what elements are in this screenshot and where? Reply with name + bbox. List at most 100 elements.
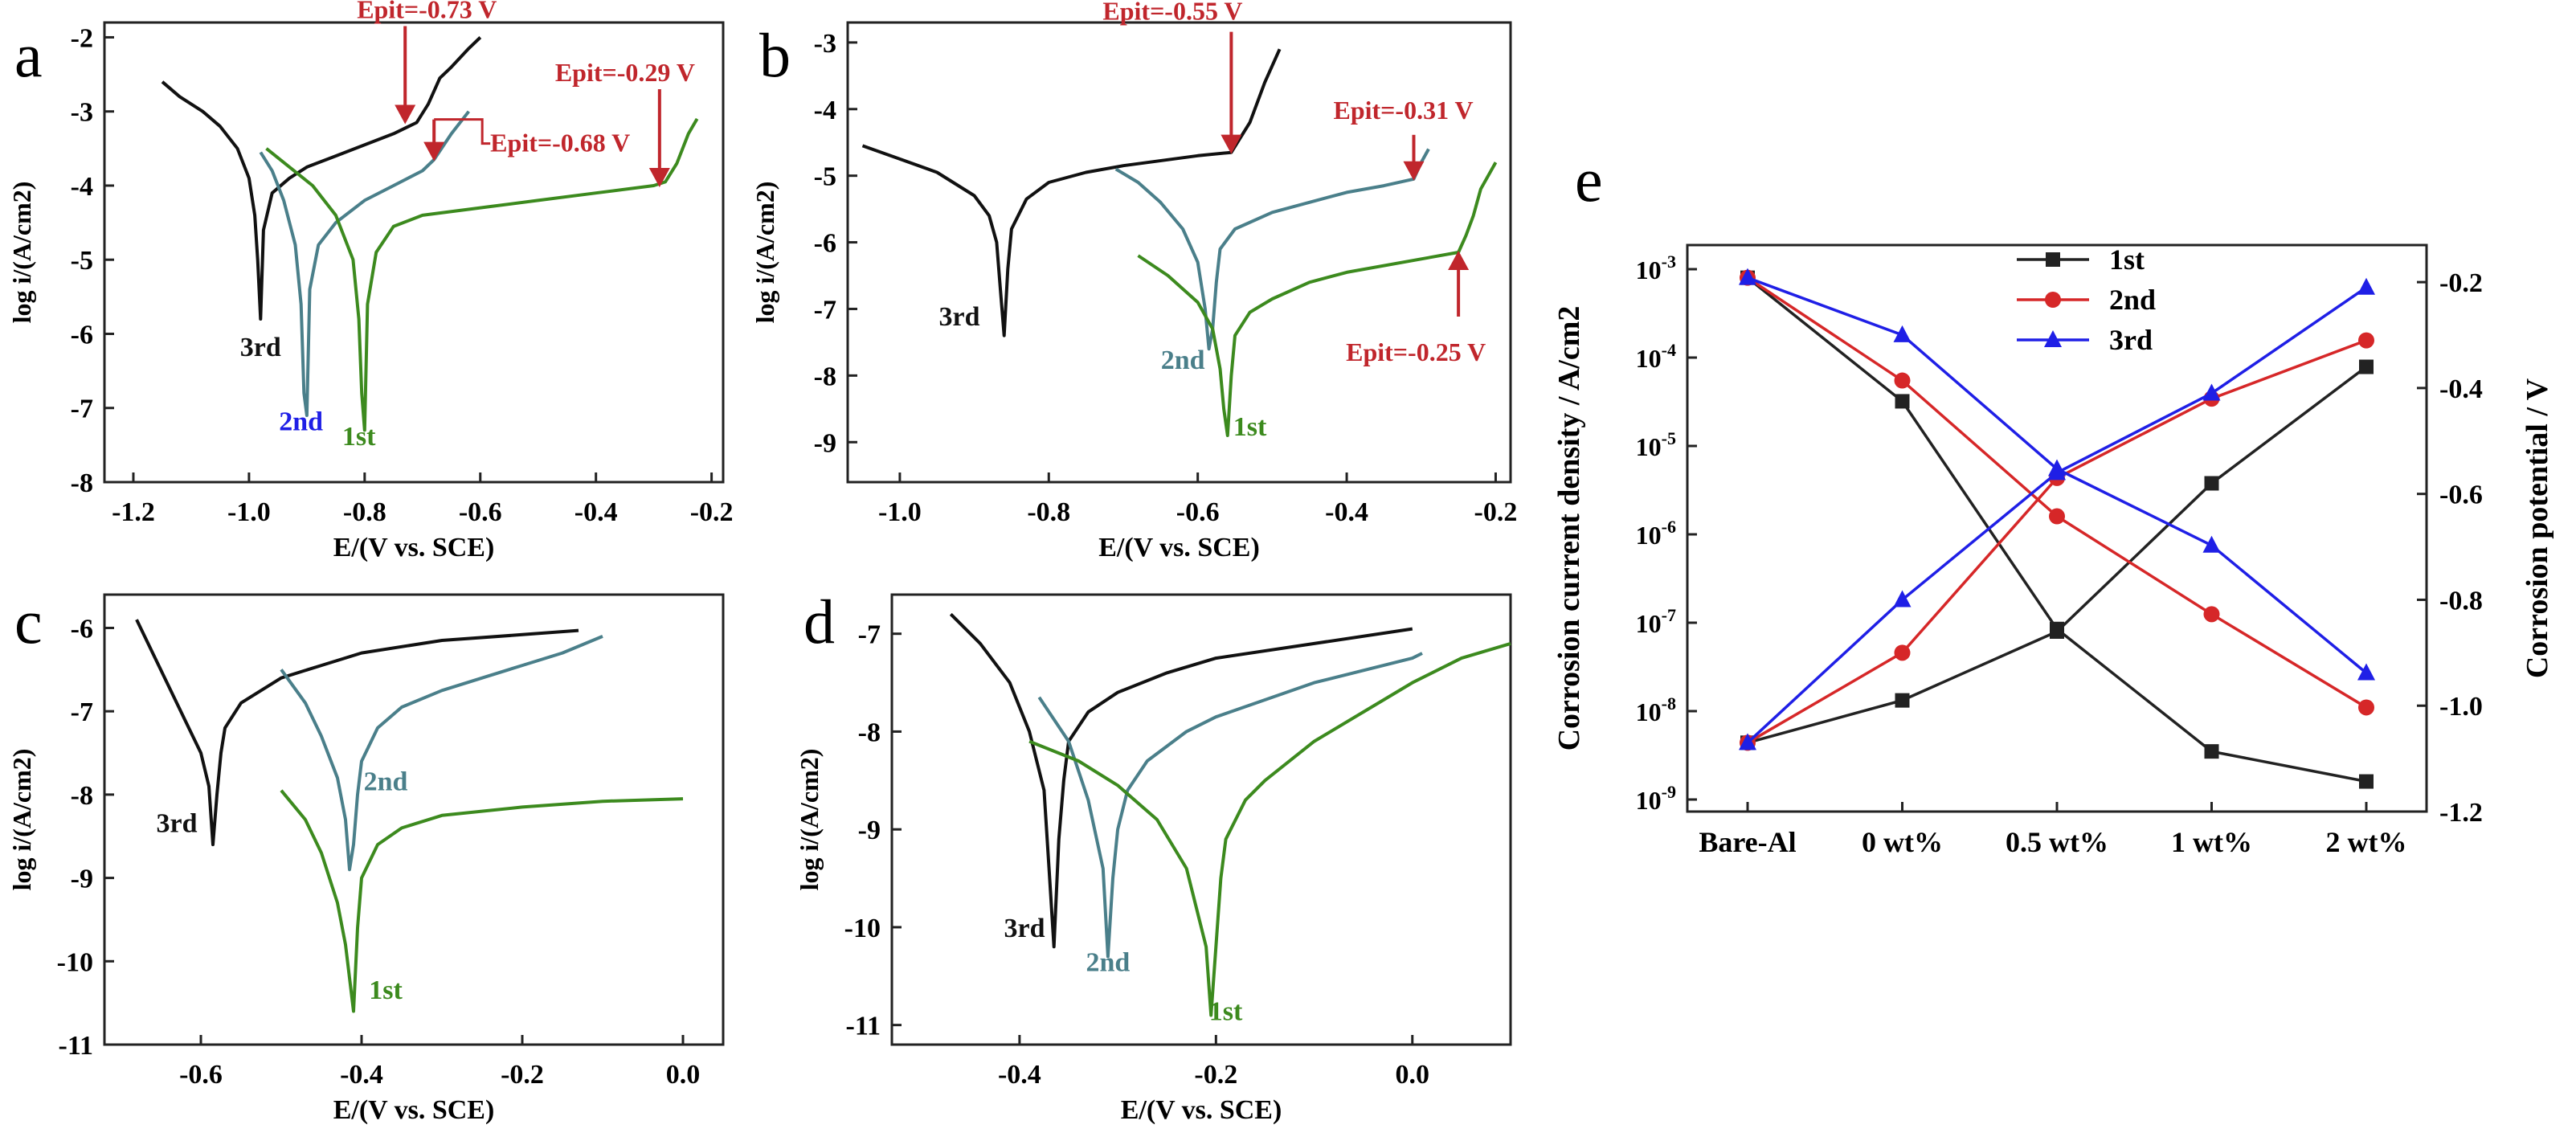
current-point-3rd — [2357, 663, 2375, 681]
current-line-1st — [1746, 276, 2367, 783]
x-tick-label: -0.8 — [343, 497, 386, 527]
plot-frame — [1686, 243, 2428, 813]
x-tick-label: -1.0 — [227, 497, 271, 527]
x-axis-label: E/(V vs. SCE) — [333, 533, 495, 562]
legend-marker-1st — [2046, 252, 2060, 267]
series-line-3rd — [161, 36, 482, 321]
curve-label-1st: 1st — [1209, 997, 1243, 1027]
legend-label-2nd: 2nd — [2109, 284, 2156, 316]
plot-frame — [103, 21, 725, 484]
plot-frame — [846, 21, 1512, 484]
potential-point-2nd — [2358, 332, 2374, 349]
x-tick-label: -0.4 — [574, 497, 618, 527]
y-tick-label: -11 — [59, 1031, 93, 1061]
x-tick-label: -0.2 — [1194, 1060, 1237, 1090]
current-point-2nd — [2203, 606, 2220, 623]
potential-point-1st — [2359, 359, 2374, 374]
potential-point-3rd — [1739, 733, 1756, 751]
x-tick-label: 0.5 wt% — [2006, 826, 2108, 858]
y-tick-label: -8 — [71, 781, 93, 811]
y-tick-label: -4 — [814, 96, 836, 125]
x-tick-label: -0.6 — [459, 497, 502, 527]
series-line-3rd — [949, 612, 1413, 949]
epit-annotation: Epit=-0.73 V — [357, 0, 497, 24]
y-tick-label: -5 — [814, 162, 836, 192]
panel-letter: c — [14, 587, 43, 656]
curve-label-3rd: 3rd — [1004, 914, 1045, 943]
x-tick-label: -0.4 — [998, 1060, 1041, 1090]
y-tick-label: -8 — [814, 362, 836, 391]
curve-label-2nd: 2nd — [279, 407, 323, 436]
x-tick-label: -0.2 — [1474, 497, 1518, 527]
x-axis-label: E/(V vs. SCE) — [1121, 1095, 1282, 1125]
y-right-tick-label: -0.6 — [2439, 481, 2483, 510]
x-tick-label: -0.2 — [501, 1060, 544, 1090]
x-axis-label: E/(V vs. SCE) — [333, 1095, 495, 1125]
curve-label-1st: 1st — [1233, 412, 1267, 442]
y-left-tick-label: 10-5 — [1636, 428, 1676, 461]
series-line-2nd — [1114, 148, 1430, 351]
y-right-tick-label: -0.4 — [2439, 374, 2483, 404]
legend-marker-3rd — [2044, 330, 2062, 347]
current-point-1st — [2359, 774, 2374, 789]
y-left-axis-label: Corrosion current density / A/cm2 — [1552, 306, 1586, 751]
y-tick-label: -8 — [71, 468, 93, 498]
x-tick-label: -1.0 — [878, 497, 922, 527]
potential-line-1st — [1747, 366, 2368, 744]
y-tick-label: -9 — [858, 816, 881, 845]
epit-bracket — [434, 118, 491, 145]
potential-point-1st — [2050, 624, 2064, 639]
y-left-tick-label: 10-8 — [1636, 693, 1676, 726]
curve-label-2nd: 2nd — [1161, 346, 1205, 375]
y-tick-label: -6 — [71, 320, 93, 350]
legend-label-3rd: 3rd — [2109, 324, 2153, 356]
curve-label-1st: 1st — [342, 422, 376, 452]
current-point-2nd — [1894, 372, 1911, 389]
curve-label-2nd: 2nd — [1086, 948, 1130, 978]
panel-a: a -1.2 -1.0 -0.8 -0.6 -0.4 -0.2 -8 -7 -6 -5 -4 -3 -2 E… — [7, 0, 734, 562]
x-tick-label: 2 wt% — [2326, 826, 2407, 858]
potential-point-3rd — [2202, 383, 2221, 401]
plot-frame — [103, 593, 725, 1046]
x-tick-label: -0.6 — [179, 1060, 223, 1090]
epit-arrow-head — [1221, 134, 1242, 154]
potential-point-2nd — [1894, 644, 1911, 661]
y-axis-label: log i/(A/cm2) — [7, 749, 36, 891]
epit-arrow-head — [395, 104, 416, 125]
y-right-tick-label: -0.8 — [2439, 586, 2483, 616]
panel-d: d -0.4 -0.2 0.0 -11 -10 -9 -8 -7 E/(V vs. SCE) log… — [795, 587, 1512, 1125]
series-line-1st — [280, 789, 684, 1013]
y-tick-label: -4 — [71, 172, 93, 202]
y-tick-label: -10 — [57, 947, 93, 977]
series-line-2nd — [1037, 652, 1423, 959]
y-right-tick-label: -1.0 — [2439, 692, 2483, 722]
panel-b: b -1.0 -0.8 -0.6 -0.4 -0.2 -9 -8 -7 -6 -5 -4 -3 E/(V … — [750, 0, 1517, 562]
potential-point-1st — [1895, 693, 1910, 708]
y-tick-label: -5 — [71, 246, 93, 276]
x-tick-label: 0.0 — [1396, 1060, 1430, 1090]
x-axis-label: E/(V vs. SCE) — [1098, 533, 1260, 562]
current-point-1st — [2204, 744, 2219, 759]
y-left-tick-label: 10-4 — [1636, 340, 1676, 373]
y-left-tick-label: 10-7 — [1636, 605, 1676, 638]
epit-arrow-head — [1448, 251, 1470, 270]
x-tick-label: Bare-Al — [1699, 826, 1796, 858]
series-line-3rd — [135, 619, 579, 847]
potential-line-2nd — [1747, 338, 2367, 744]
y-tick-label: -6 — [814, 229, 836, 259]
current-point-1st — [1895, 394, 1910, 409]
y-tick-label: -7 — [71, 395, 93, 424]
series-line-1st — [1028, 641, 1511, 1017]
epit-annotation: Epit=-0.29 V — [555, 58, 695, 87]
y-tick-label: -9 — [71, 865, 93, 894]
epit-arrow-head — [423, 141, 445, 162]
y-axis-label: log i/(A/cm2) — [795, 749, 824, 891]
series-line-2nd — [259, 110, 470, 417]
y-tick-label: -10 — [844, 914, 881, 943]
panel-letter: e — [1575, 145, 1603, 215]
y-tick-label: -7 — [71, 697, 93, 727]
y-tick-label: -3 — [71, 98, 93, 128]
current-point-3rd — [1739, 268, 1756, 285]
curve-label-3rd: 3rd — [939, 302, 980, 332]
